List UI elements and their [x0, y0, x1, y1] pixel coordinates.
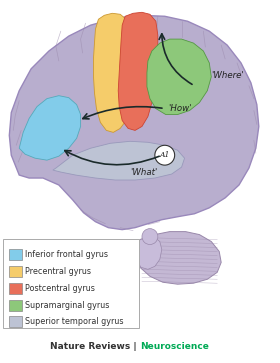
Text: Superior temporal gyrus: Superior temporal gyrus — [25, 317, 124, 326]
FancyBboxPatch shape — [9, 317, 22, 327]
Text: Precentral gyrus: Precentral gyrus — [25, 267, 91, 276]
Text: 'What': 'What' — [130, 168, 157, 176]
Text: Postcentral gyrus: Postcentral gyrus — [25, 284, 95, 293]
PathPatch shape — [53, 141, 185, 180]
FancyBboxPatch shape — [9, 283, 22, 294]
FancyBboxPatch shape — [9, 266, 22, 277]
FancyBboxPatch shape — [3, 238, 139, 328]
FancyBboxPatch shape — [9, 299, 22, 310]
Circle shape — [155, 145, 175, 165]
Text: Inferior frontal gyrus: Inferior frontal gyrus — [25, 250, 108, 259]
PathPatch shape — [147, 39, 211, 114]
PathPatch shape — [136, 237, 162, 269]
PathPatch shape — [118, 12, 158, 130]
Text: Nature Reviews |: Nature Reviews | — [50, 342, 140, 351]
PathPatch shape — [135, 232, 221, 284]
FancyBboxPatch shape — [9, 249, 22, 260]
Text: Supramarginal gyrus: Supramarginal gyrus — [25, 301, 109, 310]
PathPatch shape — [94, 13, 133, 132]
PathPatch shape — [9, 15, 259, 230]
Text: Neuroscience: Neuroscience — [140, 342, 209, 351]
Text: 'How': 'How' — [168, 104, 191, 113]
Text: 'Where': 'Where' — [211, 71, 244, 80]
Text: A1: A1 — [160, 151, 170, 159]
PathPatch shape — [19, 96, 81, 160]
Circle shape — [142, 229, 158, 245]
